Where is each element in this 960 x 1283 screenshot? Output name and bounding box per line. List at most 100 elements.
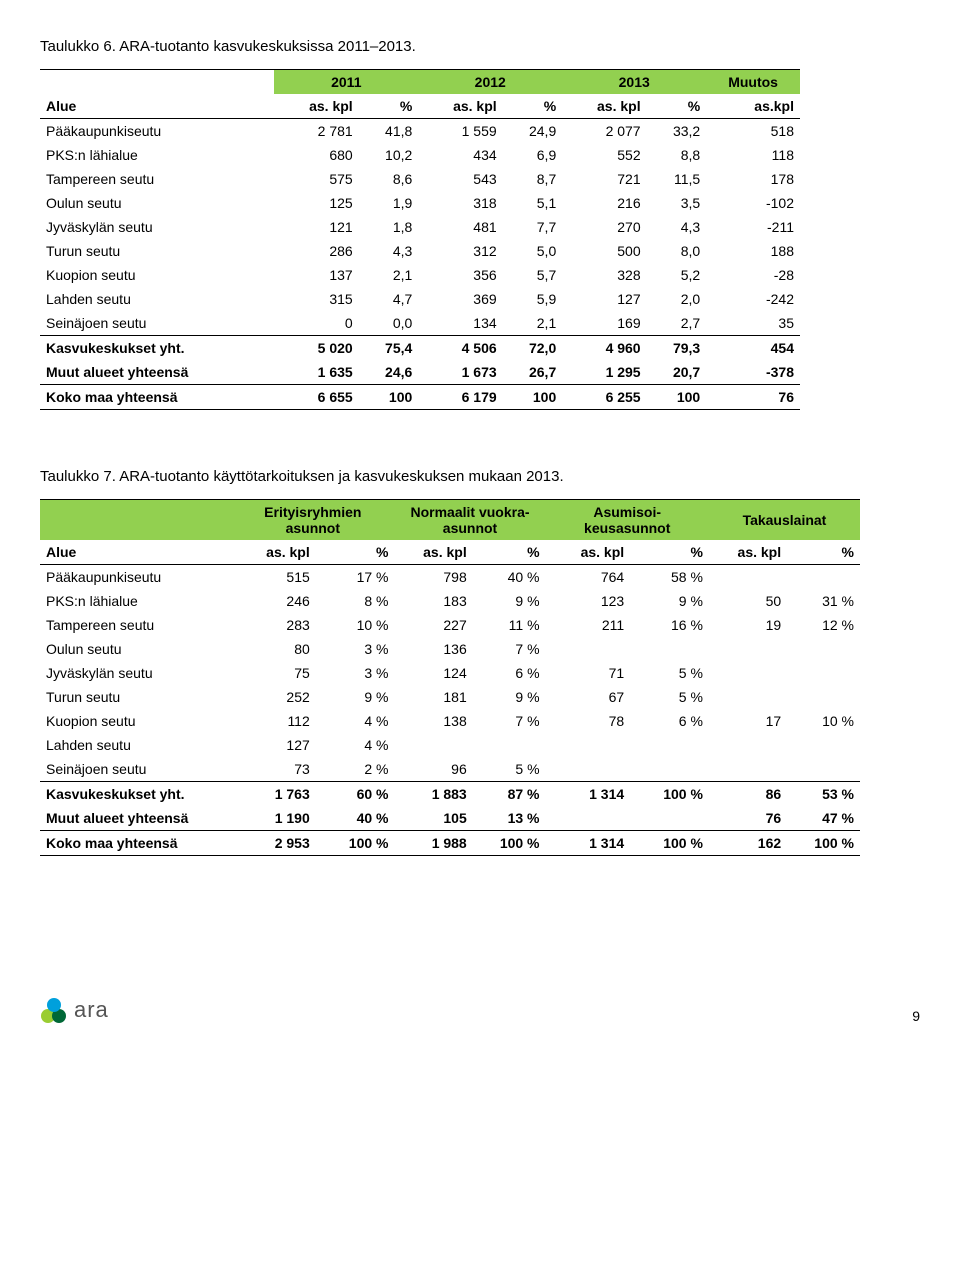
cell: 47 % [787,806,860,831]
cell: 4,3 [647,215,707,239]
cell: 1 763 [231,782,316,807]
cell [787,637,860,661]
cell: 1 673 [418,360,502,385]
cell: 4 960 [562,336,646,361]
cell: 127 [562,287,646,311]
cell: 24,6 [359,360,419,385]
table-row: Oulun seutu1251,93185,12163,5-102 [40,191,800,215]
cell: 31 % [787,589,860,613]
row-label: Tampereen seutu [40,167,274,191]
row-label: Lahden seutu [40,733,231,757]
cell: 315 [274,287,358,311]
cell: 3 % [316,637,395,661]
row-label: Tampereen seutu [40,613,231,637]
cell [395,733,473,757]
cell: 87 % [473,782,546,807]
cell: 1 314 [546,831,631,856]
cell: 3 % [316,661,395,685]
cell [546,733,631,757]
cell: 227 [395,613,473,637]
table7-group-1: Erityisryhmien asunnot [231,500,394,541]
cell: 124 [395,661,473,685]
row-label: Turun seutu [40,239,274,263]
cell: 136 [395,637,473,661]
table-row: Turun seutu2864,33125,05008,0188 [40,239,800,263]
table6-year-2011: 2011 [274,70,418,95]
table-row: Jyväskylän seutu1211,84817,72704,3-211 [40,215,800,239]
cell: 100 % [473,831,546,856]
cell: 16 % [630,613,709,637]
cell: 78 [546,709,631,733]
cell: 60 % [316,782,395,807]
cell: 369 [418,287,502,311]
table6-sub-pct: % [647,94,707,119]
cell: 2 077 [562,119,646,144]
cell: 434 [418,143,502,167]
cell: 86 [709,782,787,807]
cell: -378 [706,360,800,385]
cell: 5,9 [503,287,563,311]
cell [709,757,787,782]
cell [630,757,709,782]
row-label: Pääkaupunkiseutu [40,565,231,590]
cell: 4,3 [359,239,419,263]
cell: 5 % [473,757,546,782]
cell: 20,7 [647,360,707,385]
row-label: Oulun seutu [40,191,274,215]
cell: 5 % [630,661,709,685]
cell: 1 559 [418,119,502,144]
cell [546,806,631,831]
table-row: Muut alueet yhteensä1 63524,61 67326,71 … [40,360,800,385]
cell: 0 [274,311,358,336]
cell: 3,5 [647,191,707,215]
row-label: Koko maa yhteensä [40,385,274,410]
cell: 26,7 [503,360,563,385]
row-label: Seinäjoen seutu [40,757,231,782]
cell: 71 [546,661,631,685]
cell: 270 [562,215,646,239]
cell: 5,7 [503,263,563,287]
cell: 543 [418,167,502,191]
table-row: Tampereen seutu28310 %22711 %21116 %1912… [40,613,860,637]
cell: 53 % [787,782,860,807]
cell: 481 [418,215,502,239]
logo-text: ara [74,997,109,1023]
cell: 8,8 [647,143,707,167]
cell: 80 [231,637,316,661]
cell: 286 [274,239,358,263]
cell: 6 255 [562,385,646,410]
cell: 24,9 [503,119,563,144]
cell: 72,0 [503,336,563,361]
row-label: Jyväskylän seutu [40,215,274,239]
table6-year-2013: 2013 [562,70,706,95]
cell: 35 [706,311,800,336]
cell: 127 [231,733,316,757]
logo-c3 [47,998,61,1012]
row-label: Muut alueet yhteensä [40,806,231,831]
cell: 67 [546,685,631,709]
cell: 41,8 [359,119,419,144]
table-row: Kuopion seutu1372,13565,73285,2-28 [40,263,800,287]
cell: 75 [231,661,316,685]
row-label: Pääkaupunkiseutu [40,119,274,144]
cell: -211 [706,215,800,239]
cell: 181 [395,685,473,709]
cell: 552 [562,143,646,167]
cell: 4 % [316,733,395,757]
cell: 6 655 [274,385,358,410]
cell: 125 [274,191,358,215]
cell: 5,1 [503,191,563,215]
table6-sub-pct: % [359,94,419,119]
cell [787,757,860,782]
cell: 58 % [630,565,709,590]
table-row: Pääkaupunkiseutu2 78141,81 55924,92 0773… [40,119,800,144]
cell: 0,0 [359,311,419,336]
table-row: Seinäjoen seutu732 %965 % [40,757,860,782]
table-row: Tampereen seutu5758,65438,772111,5178 [40,167,800,191]
table-row: Muut alueet yhteensä1 19040 %10513 %7647… [40,806,860,831]
table6-year-muutos: Muutos [706,70,800,95]
cell: 6 % [630,709,709,733]
cell: 518 [706,119,800,144]
table7-caption: Taulukko 7. ARA-tuotanto käyttötarkoituk… [40,468,920,485]
cell: 680 [274,143,358,167]
